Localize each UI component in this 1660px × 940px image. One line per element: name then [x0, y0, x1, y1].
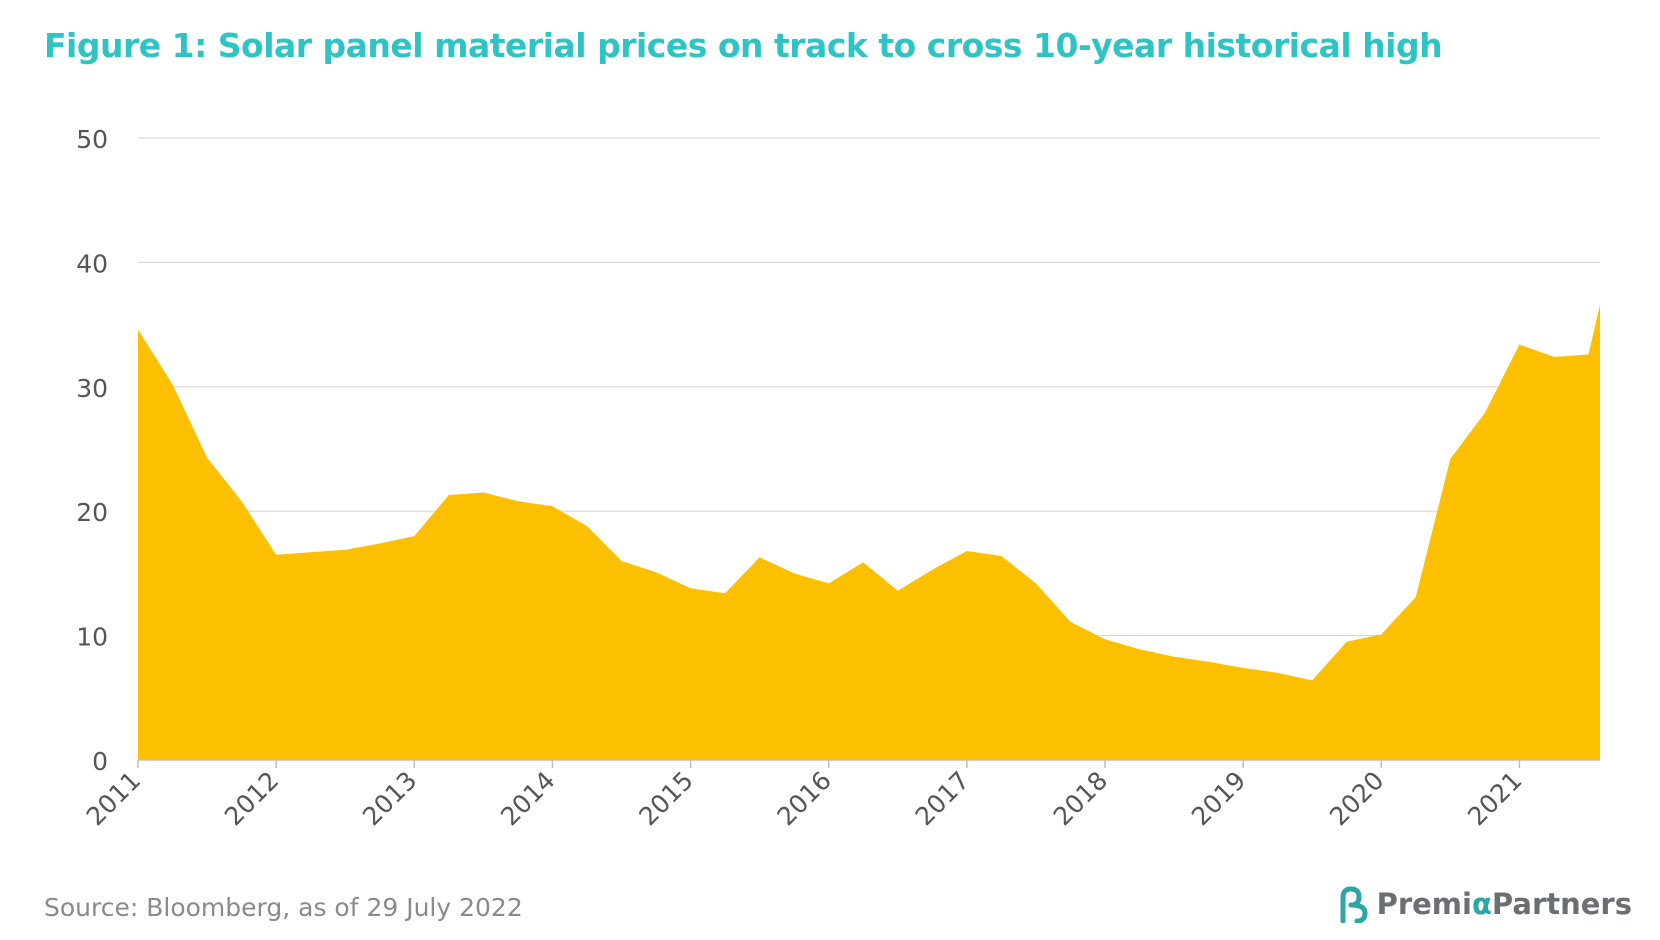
y-tick-label-0: 0: [92, 747, 108, 776]
logo-text: PremiαPartners: [1377, 887, 1632, 921]
x-tick-label-2013: 2013: [357, 766, 422, 831]
x-tick-label-2019: 2019: [1186, 766, 1251, 831]
x-tick-label-2021: 2021: [1462, 766, 1527, 831]
x-tick-label-2018: 2018: [1048, 766, 1113, 831]
x-tick-label-2014: 2014: [495, 766, 560, 831]
area-series-0: [138, 304, 1600, 760]
area-series: [138, 304, 1600, 760]
y-tick-label-40: 40: [76, 249, 108, 278]
chart-title: Figure 1: Solar panel material prices on…: [44, 26, 1443, 65]
x-axis-labels: 2011 2012 2013 2014 2015 2016 2017 2018 2019 2020…: [81, 766, 1528, 831]
source-note: Source: Bloomberg, as of 29 July 2022: [44, 893, 523, 922]
x-tick-label-2020: 2020: [1324, 766, 1389, 831]
x-tick-label-2011: 2011: [81, 766, 146, 831]
x-tick-label-2017: 2017: [910, 766, 975, 831]
premia-partners-logo: PremiαPartners: [1335, 885, 1632, 923]
x-axis: [137, 759, 1600, 768]
x-tick-label-2016: 2016: [771, 766, 836, 831]
x-tick-label-2015: 2015: [633, 766, 698, 831]
y-tick-label-20: 20: [76, 498, 108, 527]
premia-logo-icon: [1340, 886, 1368, 923]
x-tick-label-2012: 2012: [219, 766, 284, 831]
logo-text-part2: Partners: [1491, 887, 1632, 921]
logo-text-alpha: α: [1471, 887, 1492, 921]
y-tick-label-30: 30: [76, 374, 108, 403]
y-tick-label-50: 50: [76, 125, 108, 154]
logo-text-part1: Premi: [1376, 887, 1472, 921]
y-tick-label-10: 10: [76, 623, 108, 652]
y-axis: 0 10 20 30 40 50: [76, 125, 108, 776]
